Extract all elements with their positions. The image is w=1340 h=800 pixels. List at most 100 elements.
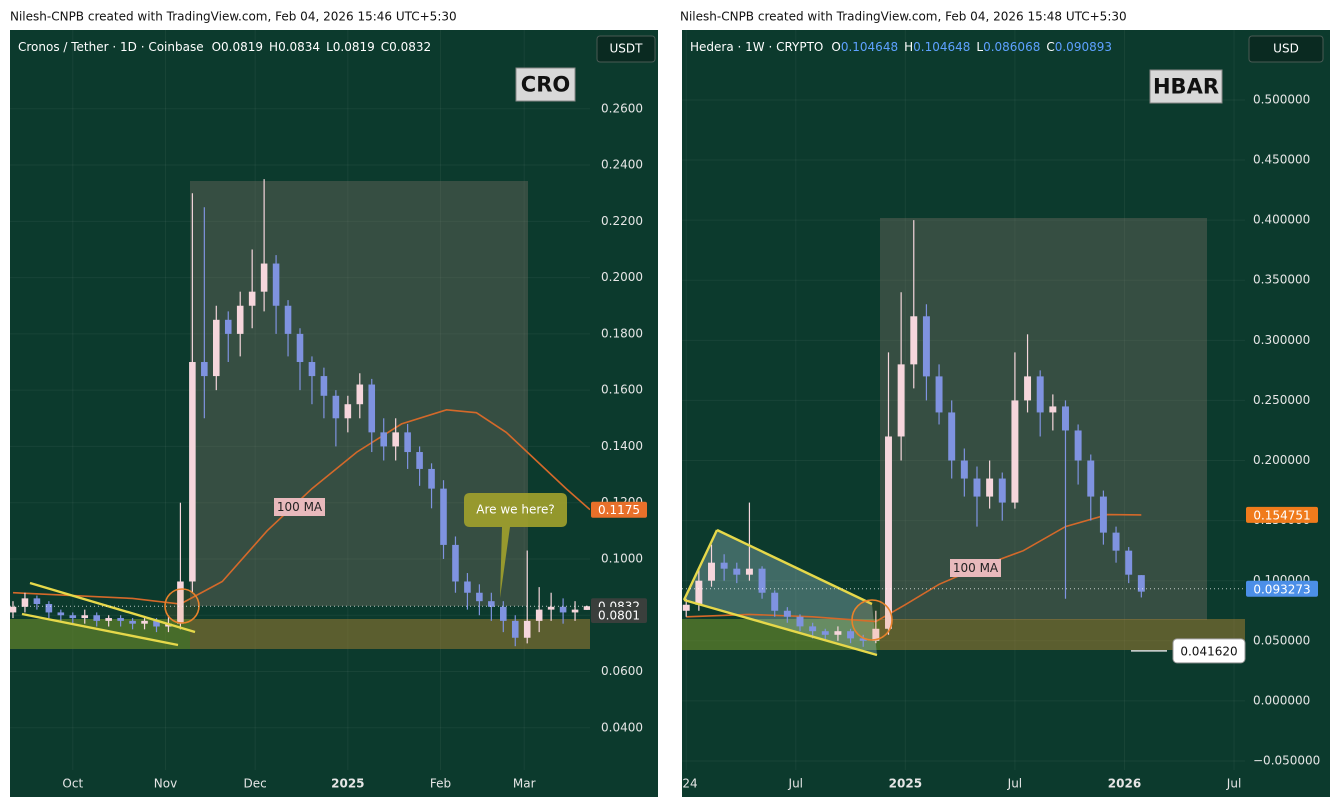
candle-body bbox=[201, 362, 208, 377]
candle-body bbox=[910, 316, 918, 365]
badge-bg bbox=[515, 67, 576, 102]
candle-body bbox=[935, 376, 943, 413]
candle-body bbox=[973, 478, 981, 497]
ohlc-value: 0.090893 bbox=[1055, 40, 1112, 54]
candle-body bbox=[236, 305, 244, 334]
candle-body bbox=[547, 606, 555, 610]
candle-body bbox=[392, 432, 399, 447]
ohlc-value: 0.0819 bbox=[333, 40, 375, 54]
candle-body bbox=[859, 638, 867, 641]
candle-body bbox=[260, 263, 268, 292]
y-tick-label: 0.500000 bbox=[1253, 92, 1310, 106]
ohlc-value: 0.104648 bbox=[913, 40, 970, 54]
chart-title: Hedera · 1W · CRYPTO O0.104648 H0.104648 L0… bbox=[690, 40, 1112, 54]
y-tick-label: 0.400000 bbox=[1253, 213, 1310, 227]
x-tick-label: 2025 bbox=[889, 777, 922, 791]
candle-body bbox=[189, 362, 196, 582]
y-tick-label: 0.050000 bbox=[1253, 633, 1310, 647]
ohlc-key: O bbox=[831, 40, 840, 54]
plot-area bbox=[682, 30, 1245, 770]
y-tick-label: 0.1400 bbox=[601, 439, 643, 453]
wedge-fill bbox=[684, 530, 877, 655]
candle-body bbox=[960, 460, 968, 479]
candle-body bbox=[248, 291, 256, 306]
support-zone bbox=[682, 619, 880, 650]
candle-body bbox=[1011, 400, 1019, 503]
plot-area bbox=[10, 30, 590, 770]
candle-body bbox=[105, 618, 112, 621]
candle-body bbox=[872, 628, 880, 641]
y-tick-label: 0.2000 bbox=[601, 270, 643, 284]
candle-body bbox=[511, 620, 519, 638]
x-tick-label: Jul bbox=[1007, 777, 1022, 791]
price-label-bg bbox=[1246, 506, 1318, 523]
support-zone bbox=[190, 619, 590, 649]
chart-panel bbox=[682, 30, 1330, 797]
x-tick-label: 2025 bbox=[331, 777, 364, 791]
candle-body bbox=[428, 468, 435, 489]
candle-body bbox=[452, 544, 459, 582]
y-tick-label: 0.450000 bbox=[1253, 153, 1310, 167]
wedge-line bbox=[683, 598, 878, 657]
price-label: 0.1175 bbox=[598, 503, 640, 517]
ohlc-key: C bbox=[1046, 40, 1054, 54]
candle-body bbox=[404, 432, 411, 453]
price-label: 0.154751 bbox=[1253, 508, 1310, 522]
candle-body bbox=[45, 603, 53, 613]
x-tick-label: 24 bbox=[682, 777, 697, 791]
candle-body bbox=[33, 598, 41, 604]
candle-body bbox=[464, 581, 471, 593]
candle-body bbox=[117, 618, 124, 621]
x-tick-label: Jul bbox=[1226, 777, 1241, 791]
candle-body bbox=[720, 562, 728, 569]
symbol: Hedera · 1W · CRYPTO bbox=[690, 40, 823, 54]
y-tick-label: 0.0400 bbox=[601, 720, 643, 734]
moving-average bbox=[12, 408, 590, 605]
candle-body bbox=[695, 580, 703, 605]
candle-body bbox=[1099, 496, 1107, 533]
moving-average bbox=[686, 513, 1142, 623]
y-tick-label: 0.1000 bbox=[601, 551, 643, 565]
candle-body bbox=[834, 631, 842, 635]
candle-body bbox=[523, 620, 531, 638]
badge-text: CRO bbox=[521, 73, 570, 97]
candle-body bbox=[213, 319, 220, 377]
chart-title: Cronos / Tether · 1D · Coinbase O0.0819 H0… bbox=[18, 40, 431, 54]
candle-body bbox=[308, 362, 316, 377]
y-tick-label: 0.0600 bbox=[601, 664, 643, 678]
candle-body bbox=[998, 478, 1006, 503]
candle-body bbox=[948, 412, 956, 461]
x-tick-label: Dec bbox=[244, 777, 267, 791]
candle-body bbox=[416, 452, 423, 469]
candle-body bbox=[69, 615, 77, 619]
candle-body bbox=[796, 616, 804, 627]
candle-body bbox=[885, 436, 892, 629]
currency-box bbox=[1248, 35, 1324, 63]
candle-body bbox=[897, 364, 905, 437]
ohlc-key: H bbox=[269, 40, 278, 54]
y-tick-label: 0.1800 bbox=[601, 326, 643, 340]
price-label: 0.093273 bbox=[1253, 582, 1310, 596]
callout-text: Are we here? bbox=[476, 503, 555, 517]
candle-body bbox=[500, 606, 507, 621]
y-tick-label: 0.2200 bbox=[601, 214, 643, 228]
y-tick-label: 0.1600 bbox=[601, 383, 643, 397]
candle-body bbox=[1125, 550, 1133, 575]
price-label-bg bbox=[1172, 638, 1246, 664]
x-tick-label: Feb bbox=[430, 777, 451, 791]
candle-body bbox=[320, 376, 328, 396]
ma-label: 100 MA bbox=[953, 561, 999, 575]
breakout-circle bbox=[851, 599, 893, 641]
candle-body bbox=[177, 581, 184, 624]
symbol: Cronos / Tether · 1D · Coinbase bbox=[18, 40, 204, 54]
candle-body bbox=[571, 609, 579, 613]
ohlc-value: 0.104648 bbox=[841, 40, 898, 54]
currency-box bbox=[596, 35, 656, 63]
candle-body bbox=[783, 610, 791, 617]
candle-body bbox=[81, 615, 89, 619]
candle-body bbox=[57, 612, 65, 616]
ohlc-value: 0.0832 bbox=[389, 40, 431, 54]
candle-body bbox=[153, 620, 160, 627]
candle-body bbox=[440, 488, 447, 545]
candle-body bbox=[141, 620, 148, 624]
